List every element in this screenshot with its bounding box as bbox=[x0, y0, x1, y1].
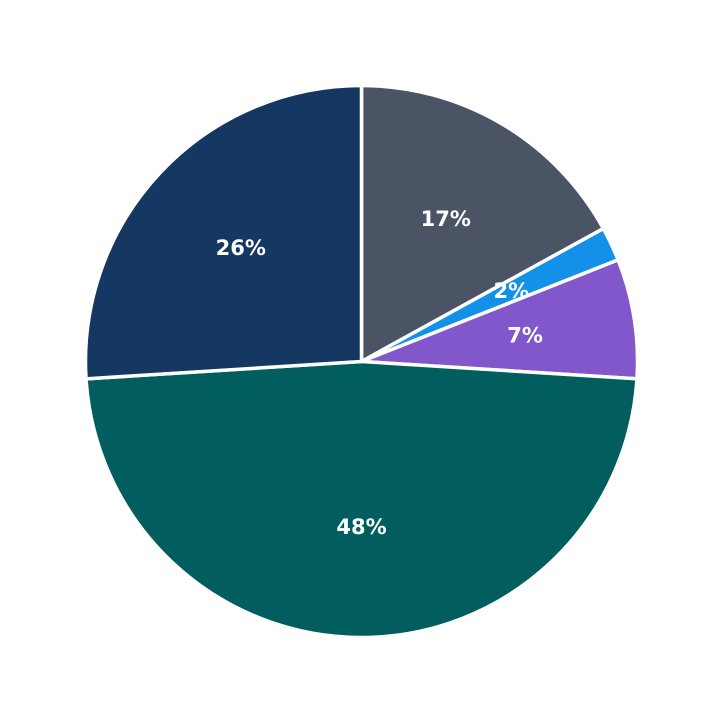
pie-slice-48pct bbox=[84, 359, 639, 640]
pie-slice-7pct bbox=[359, 258, 640, 381]
slice-label: 7% bbox=[507, 324, 543, 348]
slice-label: 48% bbox=[336, 515, 386, 539]
slice-label: 17% bbox=[421, 207, 471, 231]
slice-label: 26% bbox=[216, 236, 266, 260]
pie-labels: 17% 2% 7% 48% 26% bbox=[216, 207, 543, 539]
slice-label: 2% bbox=[494, 279, 530, 303]
pie-slice-26pct bbox=[83, 83, 364, 381]
pie-slice-17pct bbox=[359, 83, 606, 364]
pie-slices bbox=[83, 83, 640, 640]
